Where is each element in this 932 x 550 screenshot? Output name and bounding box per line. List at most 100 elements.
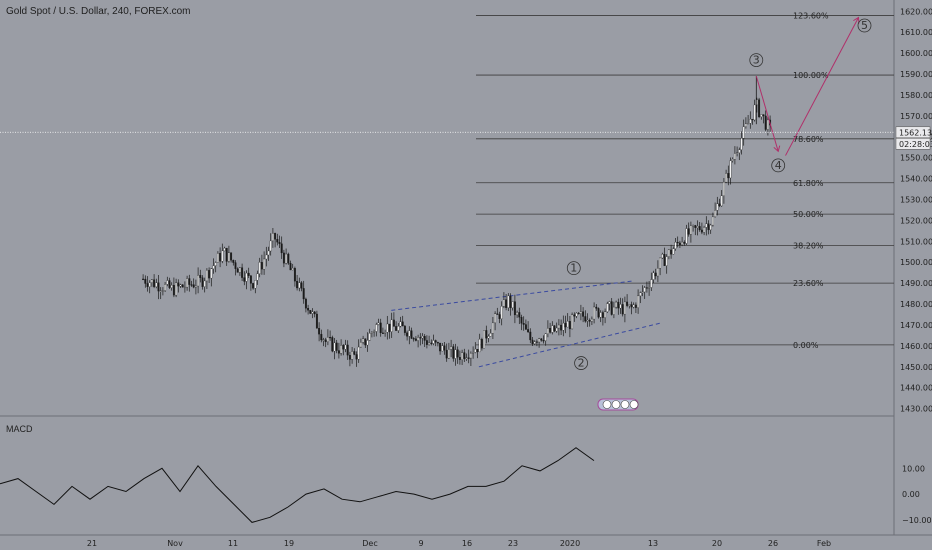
macd-label[interactable]: MACD: [6, 424, 33, 434]
candle-body: [148, 282, 151, 287]
price-tick-label: 1610.00: [900, 28, 932, 37]
wave-label-circle[interactable]: [566, 261, 581, 276]
candle-body: [452, 346, 455, 359]
time-tick-label: 23: [508, 539, 518, 548]
candle-body: [676, 242, 679, 244]
candle-body: [744, 123, 747, 127]
candle-body: [524, 324, 527, 330]
candle-body: [269, 240, 272, 252]
candle-body: [353, 351, 356, 355]
candle-body: [604, 311, 607, 318]
channel-upper-line[interactable]: [391, 280, 633, 311]
candle-body: [727, 173, 730, 179]
candle-body: [575, 312, 578, 317]
candle-body: [425, 340, 428, 345]
candle-body: [221, 250, 224, 262]
candle-body: [377, 322, 380, 325]
candle-body: [582, 311, 585, 317]
fib-level-label: 123.60%: [793, 11, 829, 20]
candle-body: [208, 270, 211, 279]
candle-body: [282, 252, 285, 264]
candle-body: [313, 311, 316, 315]
price-tick-label: 1500.00: [900, 258, 932, 267]
candle-body: [665, 256, 668, 266]
candle-body: [247, 272, 250, 276]
time-axis[interactable]: 21 Nov 11 19 Dec 9 16 23 2020 13 20 26 Feb: [87, 539, 831, 548]
candle-body: [549, 328, 552, 333]
candle-body: [520, 317, 523, 324]
candle-body: [254, 280, 257, 289]
event-markers[interactable]: [597, 398, 639, 411]
candle-body: [298, 282, 301, 289]
candle-body: [445, 349, 448, 359]
candle-body: [736, 152, 739, 154]
symbol-title[interactable]: Gold Spot / U.S. Dollar, 240, FOREX.com: [6, 6, 191, 17]
candle-body: [179, 284, 182, 287]
wave-label-circle[interactable]: [749, 53, 764, 67]
candle-body: [324, 339, 327, 343]
candle-body: [384, 332, 387, 334]
candle-body: [364, 338, 367, 346]
candle-body: [670, 249, 673, 255]
candle-body: [516, 312, 519, 316]
macd-line: [0, 447, 595, 523]
price-tick-label: 1550.00: [900, 154, 932, 163]
wave-label-circle[interactable]: [771, 158, 786, 173]
svg-text:1562.13: 1562.13: [899, 128, 932, 137]
price-tick-label: 1580.00: [900, 91, 932, 100]
wave-label-circle[interactable]: [857, 18, 872, 33]
candle-body: [615, 301, 618, 308]
wave-label-text: 4: [775, 159, 782, 172]
candle-body: [703, 227, 706, 233]
candle-body: [417, 337, 420, 341]
candle-body: [527, 329, 530, 333]
candle-body: [606, 303, 609, 312]
candle-body: [707, 223, 710, 231]
candle-body: [535, 341, 538, 343]
fibonacci-retracement[interactable]: 0.00% 23.60% 38.20% 50.00% 61.80% 78.60% 100.0…: [476, 11, 894, 350]
candle-body: [597, 308, 600, 318]
candle-body: [511, 301, 514, 309]
candle-body: [289, 263, 292, 271]
event-marker-icon[interactable]: [611, 400, 621, 409]
event-marker-icon[interactable]: [629, 400, 639, 409]
candle-body: [263, 258, 266, 270]
candle-body: [379, 322, 382, 334]
channel-lower-line[interactable]: [478, 322, 662, 368]
candle-body: [637, 295, 640, 308]
candle-body: [659, 257, 662, 269]
candle-body: [678, 242, 681, 246]
candle-body: [566, 321, 569, 328]
candle-body: [390, 319, 393, 332]
wave-label-circle[interactable]: [574, 356, 588, 370]
candle-body: [234, 262, 237, 269]
time-tick-label: 11: [228, 539, 238, 548]
candle-body: [652, 272, 655, 280]
candle-body: [621, 304, 624, 315]
candle-body: [164, 284, 167, 291]
event-marker-icon[interactable]: [602, 400, 612, 409]
candle-body: [146, 283, 149, 287]
candle-body: [540, 338, 543, 341]
candle-body: [144, 278, 147, 284]
candle-body: [287, 253, 290, 264]
candle-body: [456, 349, 459, 358]
price-channel[interactable]: [391, 280, 662, 368]
candle-body: [421, 335, 424, 339]
candle-body: [643, 287, 646, 293]
candle-body: [619, 304, 622, 309]
projection-line-to-wave-4[interactable]: [755, 75, 779, 152]
candle-body: [203, 280, 206, 287]
event-marker-icon[interactable]: [620, 400, 630, 409]
candle-body: [291, 268, 294, 271]
candle-body: [485, 330, 488, 339]
time-tick-label: 26: [768, 539, 778, 548]
candle-body: [205, 270, 208, 282]
candle-body: [375, 324, 378, 332]
candle-body: [551, 325, 554, 333]
elliott-wave-labels[interactable]: 1 2 3 4 5: [566, 18, 872, 370]
time-tick-label: 2020: [560, 539, 580, 548]
candle-body: [236, 268, 239, 273]
candle-body: [408, 330, 411, 337]
